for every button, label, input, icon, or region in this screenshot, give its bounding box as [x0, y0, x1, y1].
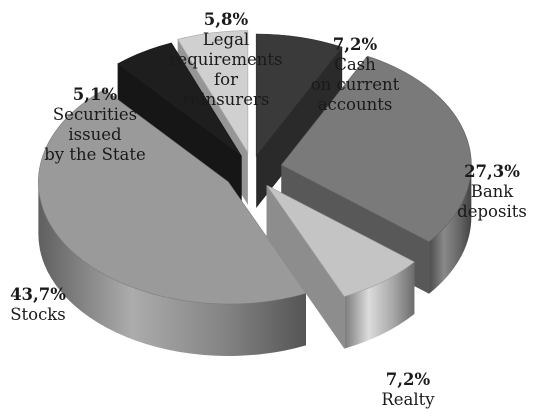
pie-slice-top [117, 42, 242, 157]
slice-name-label: Cash [334, 55, 376, 74]
slice-name-label: requirements [169, 50, 283, 69]
pie-slice-wall [344, 261, 415, 349]
pie-slice [266, 184, 415, 349]
pie-slice-wall [38, 182, 306, 357]
slice-name-label: Realty [381, 390, 435, 409]
slice-value-label: 7,2% [385, 370, 431, 389]
pie-slice-top [177, 30, 249, 154]
slice-name-label: deposits [457, 202, 527, 221]
slice-name-label: reinsurers [182, 90, 270, 109]
pie-slice-top [255, 33, 343, 157]
slice-name-label: on current [310, 75, 400, 94]
slice-value-label: 43,7% [10, 285, 66, 304]
slice-name-label: accounts [317, 95, 393, 114]
slice-name-label: for [214, 70, 238, 89]
slice-value-label: 7,2% [332, 35, 378, 54]
slice-value-label: 5,8% [203, 10, 249, 29]
slice-label: 43,7% Stocks [0, 285, 108, 325]
pie-slice [38, 89, 307, 357]
pie-slice-side [256, 47, 343, 208]
slice-name-label: Stocks [10, 305, 66, 324]
slice-label: 5,1% Securities issued by the State [25, 85, 165, 165]
pie-slice [255, 33, 343, 208]
pie-slice-top [280, 55, 472, 243]
slice-name-label: issued [68, 125, 122, 144]
slice-label: 7,2% Cash on current accounts [285, 35, 425, 115]
slice-label: 5,8% Legal requirements for reinsurers [156, 10, 296, 110]
pie-slice-top [266, 184, 415, 297]
slice-value-label: 5,1% [72, 85, 118, 104]
pie-slice-wall [429, 164, 472, 294]
slice-name-label: by the State [44, 145, 146, 164]
slice-value-label: 27,3% [464, 162, 520, 181]
slice-label: 7,2% Realty [338, 370, 478, 410]
slice-name-label: Bank [470, 182, 514, 201]
pie-slice-top [38, 89, 307, 305]
slice-name-label: Securities [52, 105, 138, 124]
pie-slice-side [266, 185, 345, 349]
slice-name-label: Legal [202, 30, 250, 49]
slice-label: 27,3% Bank deposits [422, 162, 534, 222]
